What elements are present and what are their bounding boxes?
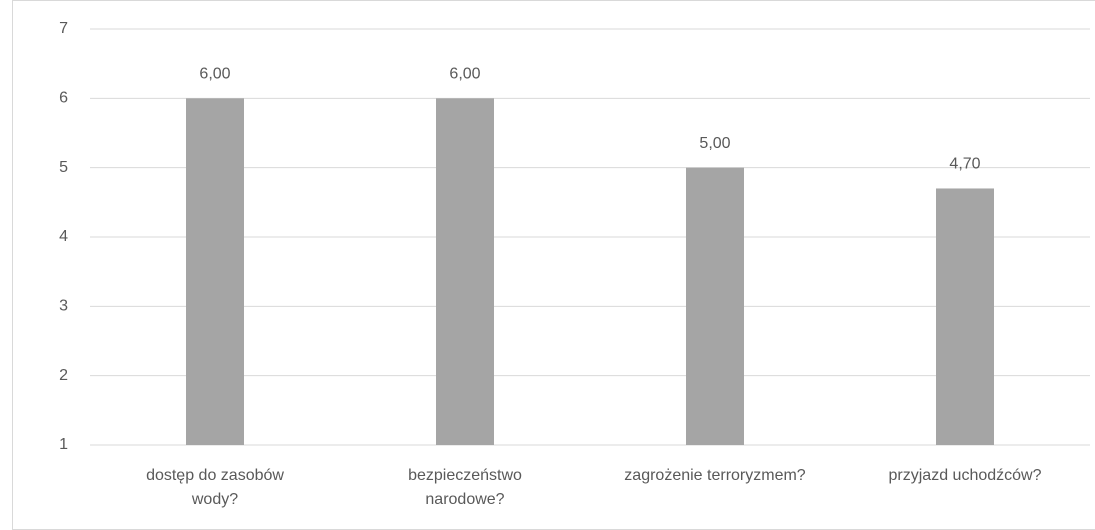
chart-border xyxy=(12,0,1095,530)
x-tick-label: bezpieczeństwo narodowe? xyxy=(408,467,522,508)
y-tick-label: 5 xyxy=(59,159,68,176)
data-label: 6,00 xyxy=(199,66,230,83)
data-label: 5,00 xyxy=(699,135,730,152)
y-tick-label: 6 xyxy=(59,90,68,107)
data-label: 4,70 xyxy=(949,156,980,173)
y-tick-label: 3 xyxy=(59,298,68,315)
bar xyxy=(436,98,494,445)
bar xyxy=(186,98,244,445)
x-tick-label: zagrożenie terroryzmem? xyxy=(624,467,806,484)
y-tick-label: 4 xyxy=(59,228,68,245)
y-tick-label: 1 xyxy=(59,436,68,453)
bar xyxy=(686,167,744,445)
data-label: 6,00 xyxy=(449,66,480,83)
bar xyxy=(936,188,994,445)
y-tick-label: 2 xyxy=(59,367,68,384)
y-tick-label: 7 xyxy=(59,20,68,37)
x-tick-label: przyjazd uchodźców? xyxy=(888,467,1042,484)
x-tick-label: dostęp do zasobów wody? xyxy=(146,467,284,508)
